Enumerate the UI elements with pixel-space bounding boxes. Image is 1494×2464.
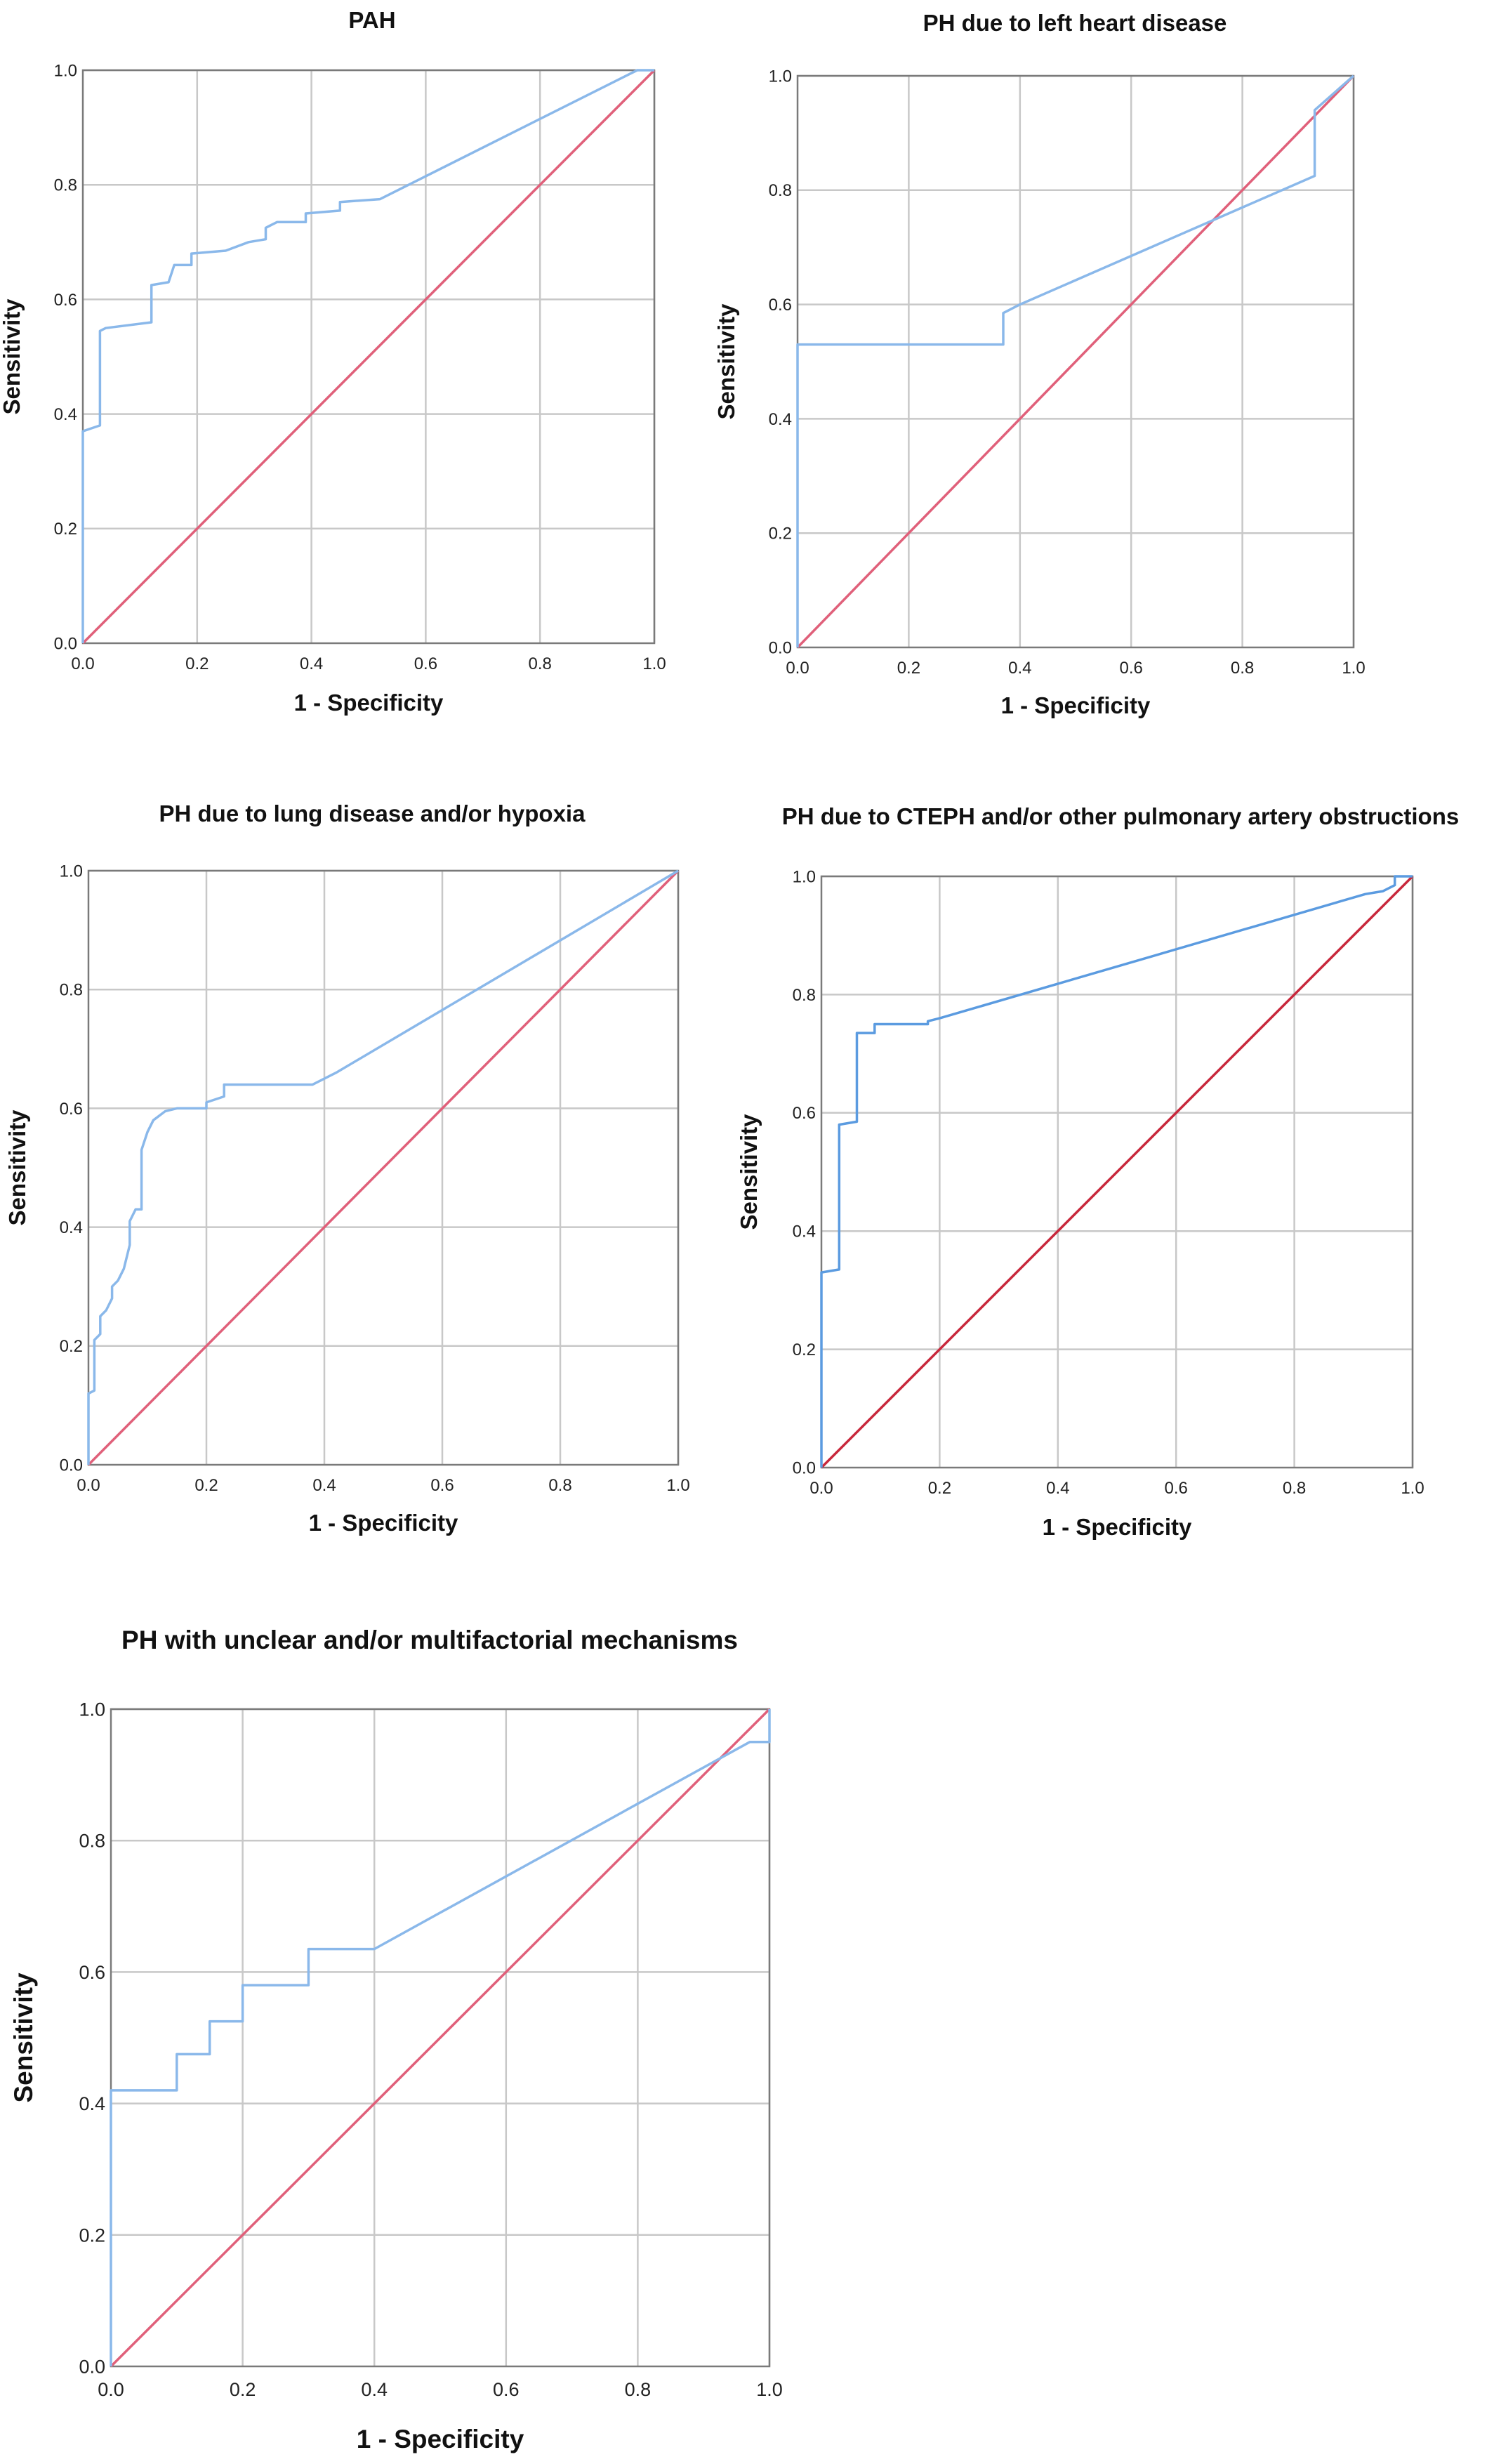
x-tick-label: 0.4	[300, 654, 323, 673]
x-tick-label: 0.6	[430, 1476, 454, 1495]
y-tick-label: 0.2	[79, 2225, 105, 2246]
x-tick-label: 0.8	[1231, 659, 1254, 678]
y-axis-title: Sensitivity	[736, 1114, 762, 1230]
x-tick-label: 0.6	[1165, 1479, 1188, 1498]
y-tick-label: 0.8	[793, 986, 816, 1005]
plot-frame	[87, 869, 680, 1466]
x-tick-label: 0.2	[897, 659, 920, 678]
y-tick-label: 1.0	[793, 867, 816, 886]
chart-title: PH due to CTEPH and/or other pulmonary a…	[782, 803, 1459, 829]
y-tick-label: 0.4	[54, 405, 77, 424]
y-tick-label: 0.6	[60, 1100, 83, 1119]
y-axis-title: Sensitivity	[4, 1109, 30, 1226]
y-tick-label: 0.6	[54, 291, 77, 310]
x-tick-label: 0.6	[414, 654, 437, 673]
y-tick-label: 0.6	[769, 296, 792, 315]
roc-curve-line	[796, 74, 1355, 647]
y-axis-title: Sensitivity	[9, 1972, 38, 2102]
roc-curve-line	[81, 69, 654, 643]
roc-panel-cteph: 0.0 0.2 0.4 0.6 0.8 1.0 0.0 0.2 0.4 0.6 0.8 1.0 PH d…	[736, 803, 1459, 1540]
x-tick-label: 0.8	[548, 1476, 571, 1495]
reference-diagonal-line	[87, 869, 680, 1466]
chart-title: PH due to left heart disease	[923, 10, 1227, 36]
x-axis-title: 1 - Specificity	[1001, 692, 1151, 718]
x-tick-label: 1.0	[756, 2379, 783, 2400]
roc-panel-left-heart-disease: 0.0 0.2 0.4 0.6 0.8 1.0 0.0 0.2 0.4 0.6 0.8 1.0 PH d…	[713, 10, 1366, 718]
roc-panel-lung-disease-hypoxia: 0.0 0.2 0.4 0.6 0.8 1.0 0.0 0.2 0.4 0.6 0.8 1.0 PH d…	[4, 801, 690, 1536]
x-tick-label: 0.2	[194, 1476, 218, 1495]
x-tick-label: 0.8	[529, 654, 552, 673]
y-tick-label: 0.2	[793, 1340, 816, 1359]
chart-title: PAH	[348, 7, 395, 33]
y-tick-label: 0.2	[60, 1337, 83, 1356]
x-tick-label: 0.2	[928, 1479, 951, 1498]
y-axis-title: Sensitivity	[713, 303, 739, 420]
y-tick-label: 0.6	[793, 1104, 816, 1123]
y-tick-label: 0.6	[79, 1962, 105, 1983]
y-tick-label: 1.0	[54, 61, 77, 80]
y-tick-label: 1.0	[769, 67, 792, 86]
x-tick-label: 0.6	[1120, 659, 1143, 678]
y-tick-label: 0.0	[79, 2356, 105, 2377]
x-tick-label: 1.0	[642, 654, 666, 673]
chart-title: PH with unclear and/or multifactorial me…	[121, 1626, 738, 1654]
x-tick-label: 0.0	[809, 1479, 833, 1498]
roc-curve-line	[110, 1709, 771, 2366]
x-tick-label: 0.0	[71, 654, 94, 673]
plot-frame	[820, 875, 1414, 1469]
y-tick-label: 0.4	[769, 410, 792, 429]
x-axis-title: 1 - Specificity	[294, 690, 444, 716]
y-tick-label: 0.0	[54, 634, 77, 653]
chart-title: PH due to lung disease and/or hypoxia	[159, 801, 586, 826]
x-tick-label: 0.4	[312, 1476, 336, 1495]
x-tick-label: 0.2	[230, 2379, 256, 2400]
y-tick-label: 0.4	[79, 2093, 105, 2114]
x-axis-title: 1 - Specificity	[309, 1510, 458, 1536]
x-tick-label: 0.8	[1283, 1479, 1306, 1498]
x-tick-label: 0.8	[625, 2379, 652, 2400]
y-tick-label: 0.0	[793, 1458, 816, 1477]
roc-panel-pah: 0.0 0.2 0.4 0.6 0.8 1.0 0.0 0.2 0.4 0.6 0.8 1.0 PAH 1…	[0, 7, 666, 716]
y-tick-label: 0.4	[793, 1223, 816, 1241]
roc-curve-line	[820, 875, 1413, 1468]
y-tick-label: 1.0	[60, 862, 83, 881]
reference-diagonal-line	[796, 74, 1355, 649]
y-tick-label: 0.0	[60, 1456, 83, 1475]
x-axis-title: 1 - Specificity	[357, 2425, 524, 2453]
y-tick-label: 0.8	[54, 176, 77, 195]
y-tick-label: 0.4	[60, 1218, 83, 1237]
x-tick-label: 0.0	[98, 2379, 124, 2400]
y-tick-label: 0.8	[769, 181, 792, 200]
y-tick-label: 0.2	[769, 525, 792, 543]
y-tick-label: 0.8	[60, 981, 83, 1000]
roc-panel-unclear-multifactorial: 0.0 0.2 0.4 0.6 0.8 1.0 0.0 0.2 0.4 0.6 0.8 1.0 PH w…	[9, 1626, 783, 2453]
reference-diagonal-line	[820, 875, 1414, 1469]
x-tick-label: 0.6	[493, 2379, 520, 2400]
roc-curve-line	[87, 869, 679, 1465]
y-tick-label: 1.0	[79, 1699, 105, 1720]
x-tick-label: 1.0	[1342, 659, 1365, 678]
y-tick-label: 0.8	[79, 1831, 105, 1852]
reference-diagonal-line	[110, 1708, 771, 2368]
x-tick-label: 0.4	[361, 2379, 388, 2400]
x-tick-label: 1.0	[666, 1476, 689, 1495]
plot-frame	[110, 1708, 771, 2368]
y-axis-title: Sensitivity	[0, 298, 25, 415]
y-tick-label: 0.0	[769, 638, 792, 657]
x-tick-label: 0.4	[1046, 1479, 1069, 1498]
x-tick-label: 0.0	[786, 659, 809, 678]
x-tick-label: 0.0	[77, 1476, 100, 1495]
x-axis-title: 1 - Specificity	[1043, 1514, 1192, 1540]
y-tick-label: 0.2	[54, 520, 77, 539]
x-tick-label: 0.2	[185, 654, 209, 673]
plot-frame	[81, 69, 656, 645]
x-tick-label: 1.0	[1401, 1479, 1424, 1498]
x-tick-label: 0.4	[1008, 659, 1031, 678]
reference-diagonal-line	[81, 69, 656, 645]
